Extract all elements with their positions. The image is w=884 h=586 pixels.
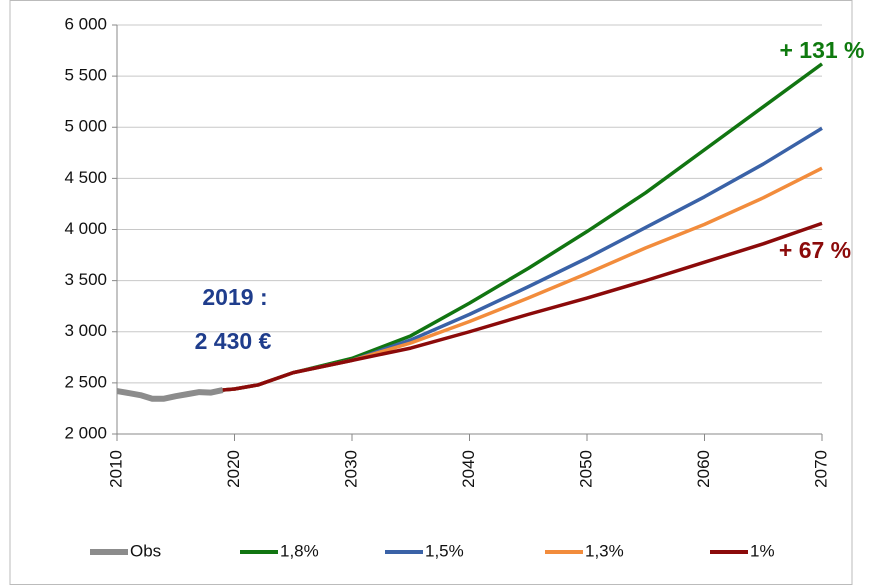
x-tick-label: 2020 <box>224 450 243 488</box>
x-tick-label: 2070 <box>811 450 830 488</box>
legend-label: 1% <box>750 541 775 560</box>
x-tick-label: 2030 <box>341 450 360 488</box>
series-line <box>222 126 823 392</box>
legend-label: 1,5% <box>425 541 464 560</box>
series-line <box>116 387 224 402</box>
y-tick-label: 4 000 <box>64 219 107 238</box>
x-tick-label: 2040 <box>459 450 478 488</box>
annotation: + 67 % <box>779 237 851 263</box>
series-line <box>222 166 823 392</box>
annotation: 2019 : <box>202 284 267 310</box>
y-tick-label: 2 000 <box>64 423 107 442</box>
annotation: 2 430 € <box>195 328 272 354</box>
x-tick-label: 2060 <box>694 450 713 488</box>
y-tick-label: 5 000 <box>64 117 107 136</box>
legend-label: Obs <box>130 541 161 560</box>
series-line <box>222 221 823 392</box>
y-tick-label: 2 500 <box>64 372 107 391</box>
y-tick-label: 3 500 <box>64 270 107 289</box>
chart-frame <box>9 0 853 585</box>
legend-label: 1,8% <box>280 541 319 560</box>
x-tick-label: 2010 <box>106 450 125 488</box>
series-line <box>222 62 824 392</box>
y-tick-label: 4 500 <box>64 168 107 187</box>
legend-label: 1,3% <box>585 541 624 560</box>
y-tick-label: 5 500 <box>64 66 107 85</box>
y-tick-label: 3 000 <box>64 321 107 340</box>
y-tick-label: 6 000 <box>64 14 107 33</box>
x-tick-label: 2050 <box>576 450 595 488</box>
annotation: + 131 % <box>779 37 864 63</box>
